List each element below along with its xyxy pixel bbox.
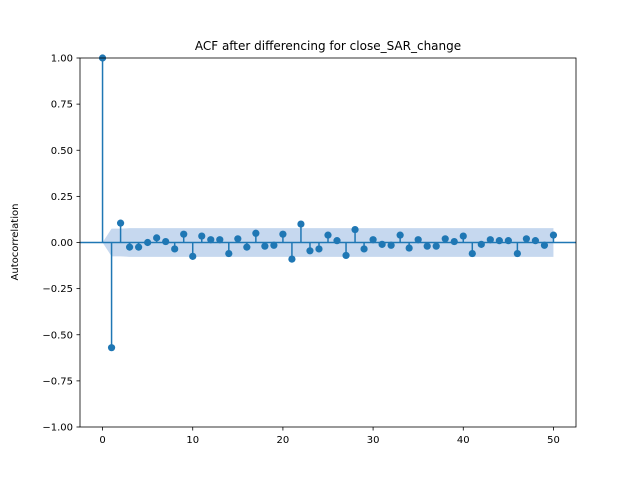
marker-lag-41 xyxy=(468,249,476,258)
marker-lag-40 xyxy=(459,232,467,240)
marker-lag-7 xyxy=(162,237,170,246)
x-tick-label-10: 10 xyxy=(186,435,199,446)
marker-lag-16 xyxy=(243,243,251,251)
marker-lag-33 xyxy=(396,231,404,239)
marker-lag-18 xyxy=(261,242,269,250)
marker-lag-50 xyxy=(549,231,558,239)
marker-layer xyxy=(98,54,558,352)
y-tick-label-8: −1.00 xyxy=(42,423,73,434)
marker-lag-31 xyxy=(378,240,386,248)
marker-lag-4 xyxy=(135,243,143,251)
marker-lag-28 xyxy=(351,225,359,234)
marker-lag-23 xyxy=(306,247,314,255)
marker-lag-10 xyxy=(189,252,197,260)
marker-lag-30 xyxy=(369,236,377,244)
marker-lag-17 xyxy=(252,229,260,237)
y-tick-label-7: −0.75 xyxy=(42,376,73,387)
marker-lag-32 xyxy=(387,241,395,249)
y-tick-label-2: 0.50 xyxy=(51,146,73,157)
y-tick-label-1: 0.75 xyxy=(51,100,73,111)
marker-lag-13 xyxy=(216,236,224,244)
marker-lag-47 xyxy=(522,235,531,243)
marker-lag-38 xyxy=(441,235,449,243)
marker-lag-14 xyxy=(225,249,233,258)
x-tick-label-0: 0 xyxy=(99,435,105,446)
marker-lag-45 xyxy=(504,237,512,245)
y-tick-label-6: −0.50 xyxy=(42,330,73,341)
marker-lag-49 xyxy=(540,241,549,249)
axes-layer: 0 10 20 30 40 50 1.00 0.75 0.50 0.25 0.00 −0.25 −0.5… xyxy=(42,54,577,446)
x-tick-label-50: 50 xyxy=(547,435,560,446)
marker-lag-39 xyxy=(450,237,458,246)
y-tick-label-3: 0.25 xyxy=(51,192,73,203)
marker-lag-46 xyxy=(513,249,521,258)
marker-lag-1 xyxy=(107,344,116,352)
marker-lag-37 xyxy=(432,242,440,250)
marker-lag-24 xyxy=(315,245,323,253)
marker-lag-15 xyxy=(234,235,242,243)
y-tick-label-5: −0.25 xyxy=(42,284,73,295)
marker-lag-25 xyxy=(324,231,332,239)
marker-lag-6 xyxy=(153,234,161,242)
x-tick-label-40: 40 xyxy=(457,435,470,446)
y-tick-label-0: 1.00 xyxy=(51,54,73,65)
y-axis-label: Autocorrelation xyxy=(10,204,21,281)
marker-lag-42 xyxy=(477,240,485,248)
marker-lag-19 xyxy=(270,241,278,249)
marker-lag-36 xyxy=(423,242,431,250)
marker-lag-12 xyxy=(207,236,215,244)
marker-lag-35 xyxy=(414,236,422,244)
marker-lag-43 xyxy=(486,236,494,244)
marker-lag-34 xyxy=(405,244,413,252)
y-tick-label-4: 0.00 xyxy=(51,238,73,249)
marker-lag-3 xyxy=(126,243,134,251)
marker-lag-11 xyxy=(198,232,206,240)
marker-lag-29 xyxy=(360,245,368,253)
marker-lag-5 xyxy=(144,238,152,247)
marker-lag-44 xyxy=(495,237,503,245)
x-tick-label-20: 20 xyxy=(277,435,290,446)
chart-title: ACF after differencing for close_SAR_cha… xyxy=(195,39,461,53)
marker-lag-26 xyxy=(333,237,341,245)
marker-lag-21 xyxy=(288,255,296,263)
x-tick-label-30: 30 xyxy=(367,435,380,446)
marker-lag-8 xyxy=(171,245,179,253)
marker-lag-22 xyxy=(297,220,305,228)
marker-lag-27 xyxy=(342,251,350,260)
marker-lag-20 xyxy=(279,230,287,238)
marker-lag-2 xyxy=(116,219,125,227)
marker-lag-9 xyxy=(180,230,188,238)
marker-lag-48 xyxy=(531,237,540,245)
